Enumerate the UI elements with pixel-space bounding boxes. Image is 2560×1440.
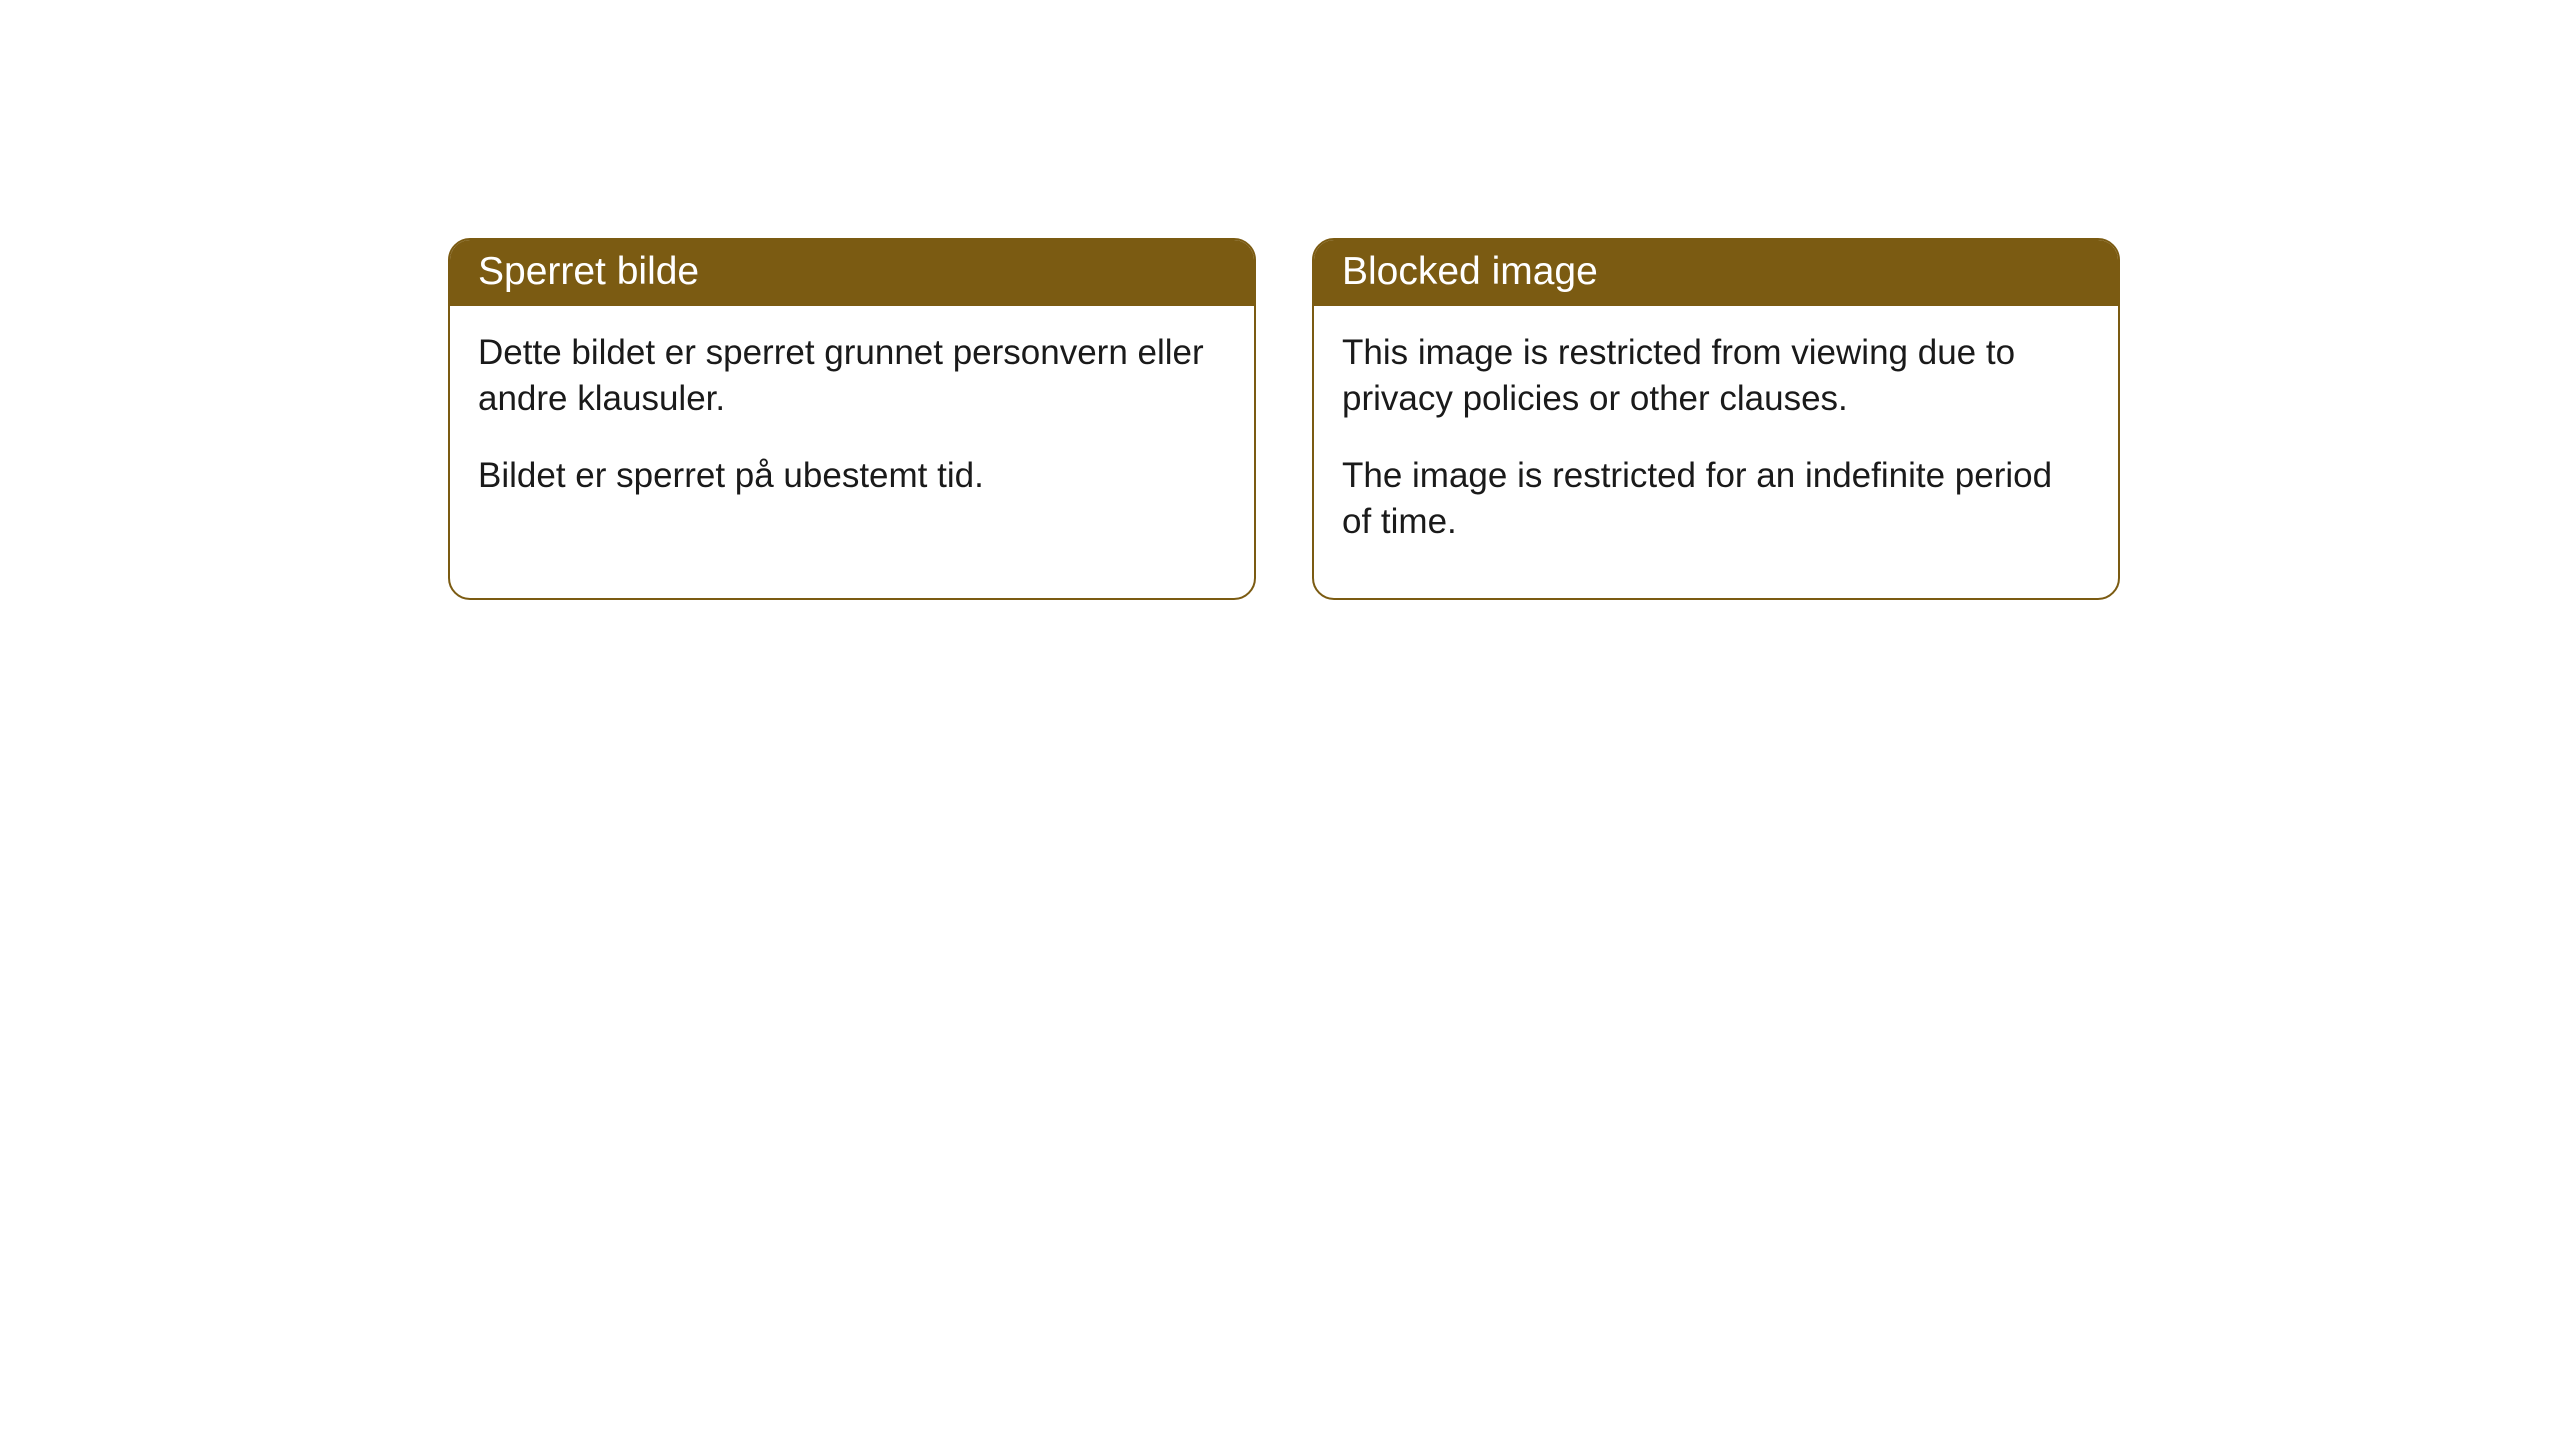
card-paragraph: The image is restricted for an indefinit… — [1342, 453, 2090, 544]
blocked-image-card-en: Blocked image This image is restricted f… — [1312, 238, 2120, 600]
card-paragraph: This image is restricted from viewing du… — [1342, 330, 2090, 421]
blocked-image-card-no: Sperret bilde Dette bildet er sperret gr… — [448, 238, 1256, 600]
card-paragraph: Dette bildet er sperret grunnet personve… — [478, 330, 1226, 421]
card-header: Blocked image — [1314, 240, 2118, 306]
notice-container: Sperret bilde Dette bildet er sperret gr… — [0, 0, 2560, 600]
card-header: Sperret bilde — [450, 240, 1254, 306]
card-paragraph: Bildet er sperret på ubestemt tid. — [478, 453, 1226, 499]
card-body: This image is restricted from viewing du… — [1314, 306, 2118, 598]
card-body: Dette bildet er sperret grunnet personve… — [450, 306, 1254, 553]
